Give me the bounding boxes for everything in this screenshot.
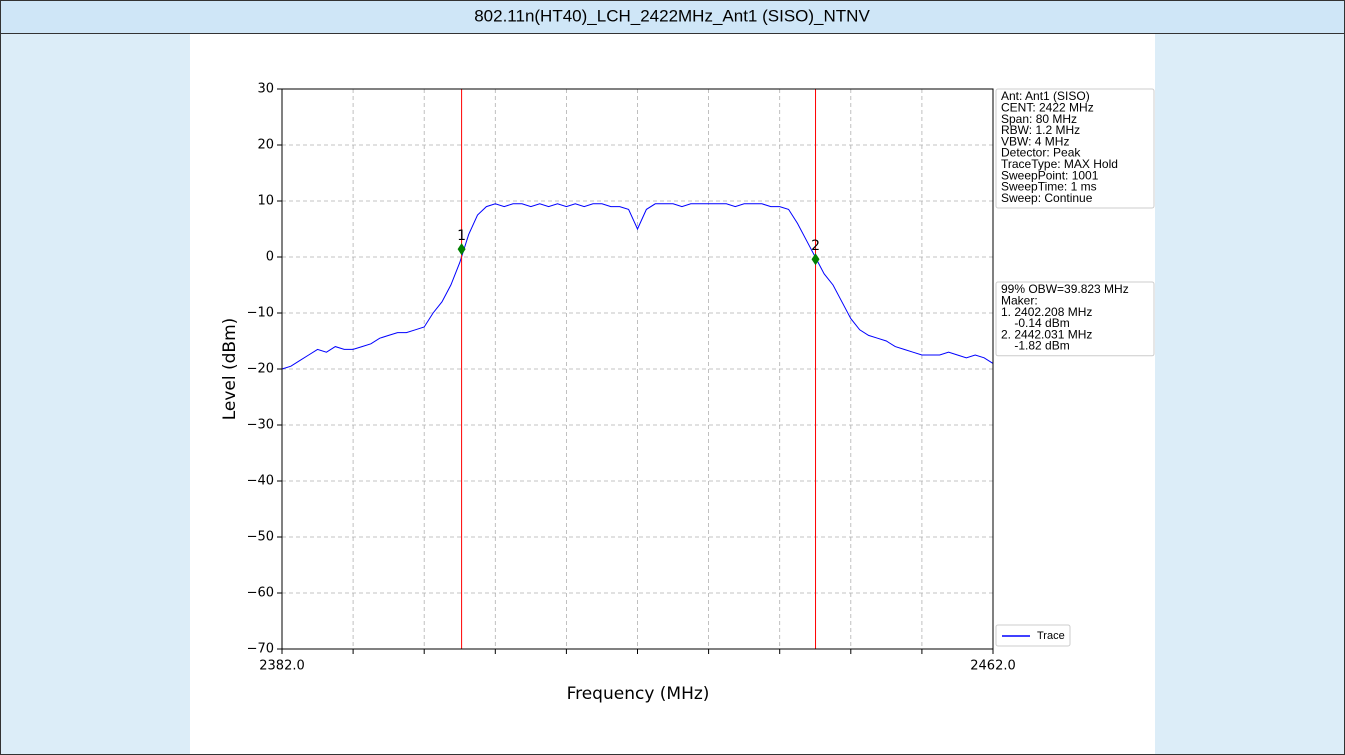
header-bar	[0, 0, 1345, 34]
y-tick-label: −60	[247, 586, 274, 601]
plot-frame	[281, 88, 994, 650]
info-box	[995, 88, 1155, 209]
chart-panel	[190, 34, 1155, 755]
info-line: TraceType: MAX Hold	[1001, 157, 1118, 171]
info-line: 1. 2402.208 MHz	[1001, 305, 1092, 319]
x-tick-label: 2462.0	[970, 659, 1016, 674]
marker-label: 1	[457, 228, 466, 244]
info-line: VBW: 4 MHz	[1001, 134, 1069, 148]
y-tick-label: −30	[247, 418, 274, 433]
info-line: SweepPoint: 1001	[1001, 168, 1099, 182]
y-tick-label: −50	[247, 530, 274, 545]
info-line: RBW: 1.2 MHz	[1001, 123, 1080, 137]
info-line: Detector: Peak	[1001, 146, 1081, 160]
y-tick-label: −10	[247, 306, 274, 321]
trace-line	[281, 203, 994, 370]
info-line: Span: 80 MHz	[1001, 112, 1077, 126]
legend-box	[995, 624, 1071, 647]
y-axis-label: Level (dBm)	[220, 318, 240, 421]
info-line: -1.82 dBm	[1001, 339, 1070, 353]
info-line: -0.14 dBm	[1001, 316, 1070, 330]
y-tick-label: −70	[247, 642, 274, 657]
x-tick-label: 2382.0	[259, 659, 305, 674]
info-line: Maker:	[1001, 293, 1038, 307]
info-line: Ant: Ant1 (SISO)	[1001, 89, 1090, 103]
y-tick-label: −40	[247, 474, 274, 489]
y-tick-label: 10	[257, 194, 274, 209]
marker-point	[811, 253, 820, 266]
info-line: SweepTime: 1 ms	[1001, 180, 1097, 194]
info-line: 99% OBW=39.823 MHz	[1001, 282, 1129, 296]
x-axis-label: Frequency (MHz)	[567, 684, 710, 704]
info-line: Sweep: Continue	[1001, 191, 1093, 205]
y-tick-label: 0	[266, 250, 274, 265]
y-tick-label: −20	[247, 362, 274, 377]
marker-point	[457, 243, 466, 256]
y-tick-label: 20	[257, 138, 274, 153]
header-title: 802.11n(HT40)_LCH_2422MHz_Ant1 (SISO)_NT…	[474, 6, 870, 25]
info-box	[995, 281, 1155, 357]
y-tick-label: 30	[257, 82, 274, 97]
info-line: CENT: 2422 MHz	[1001, 100, 1094, 114]
info-line: 2. 2442.031 MHz	[1001, 327, 1092, 341]
legend-label: Trace	[1037, 630, 1065, 642]
marker-label: 2	[811, 238, 820, 254]
